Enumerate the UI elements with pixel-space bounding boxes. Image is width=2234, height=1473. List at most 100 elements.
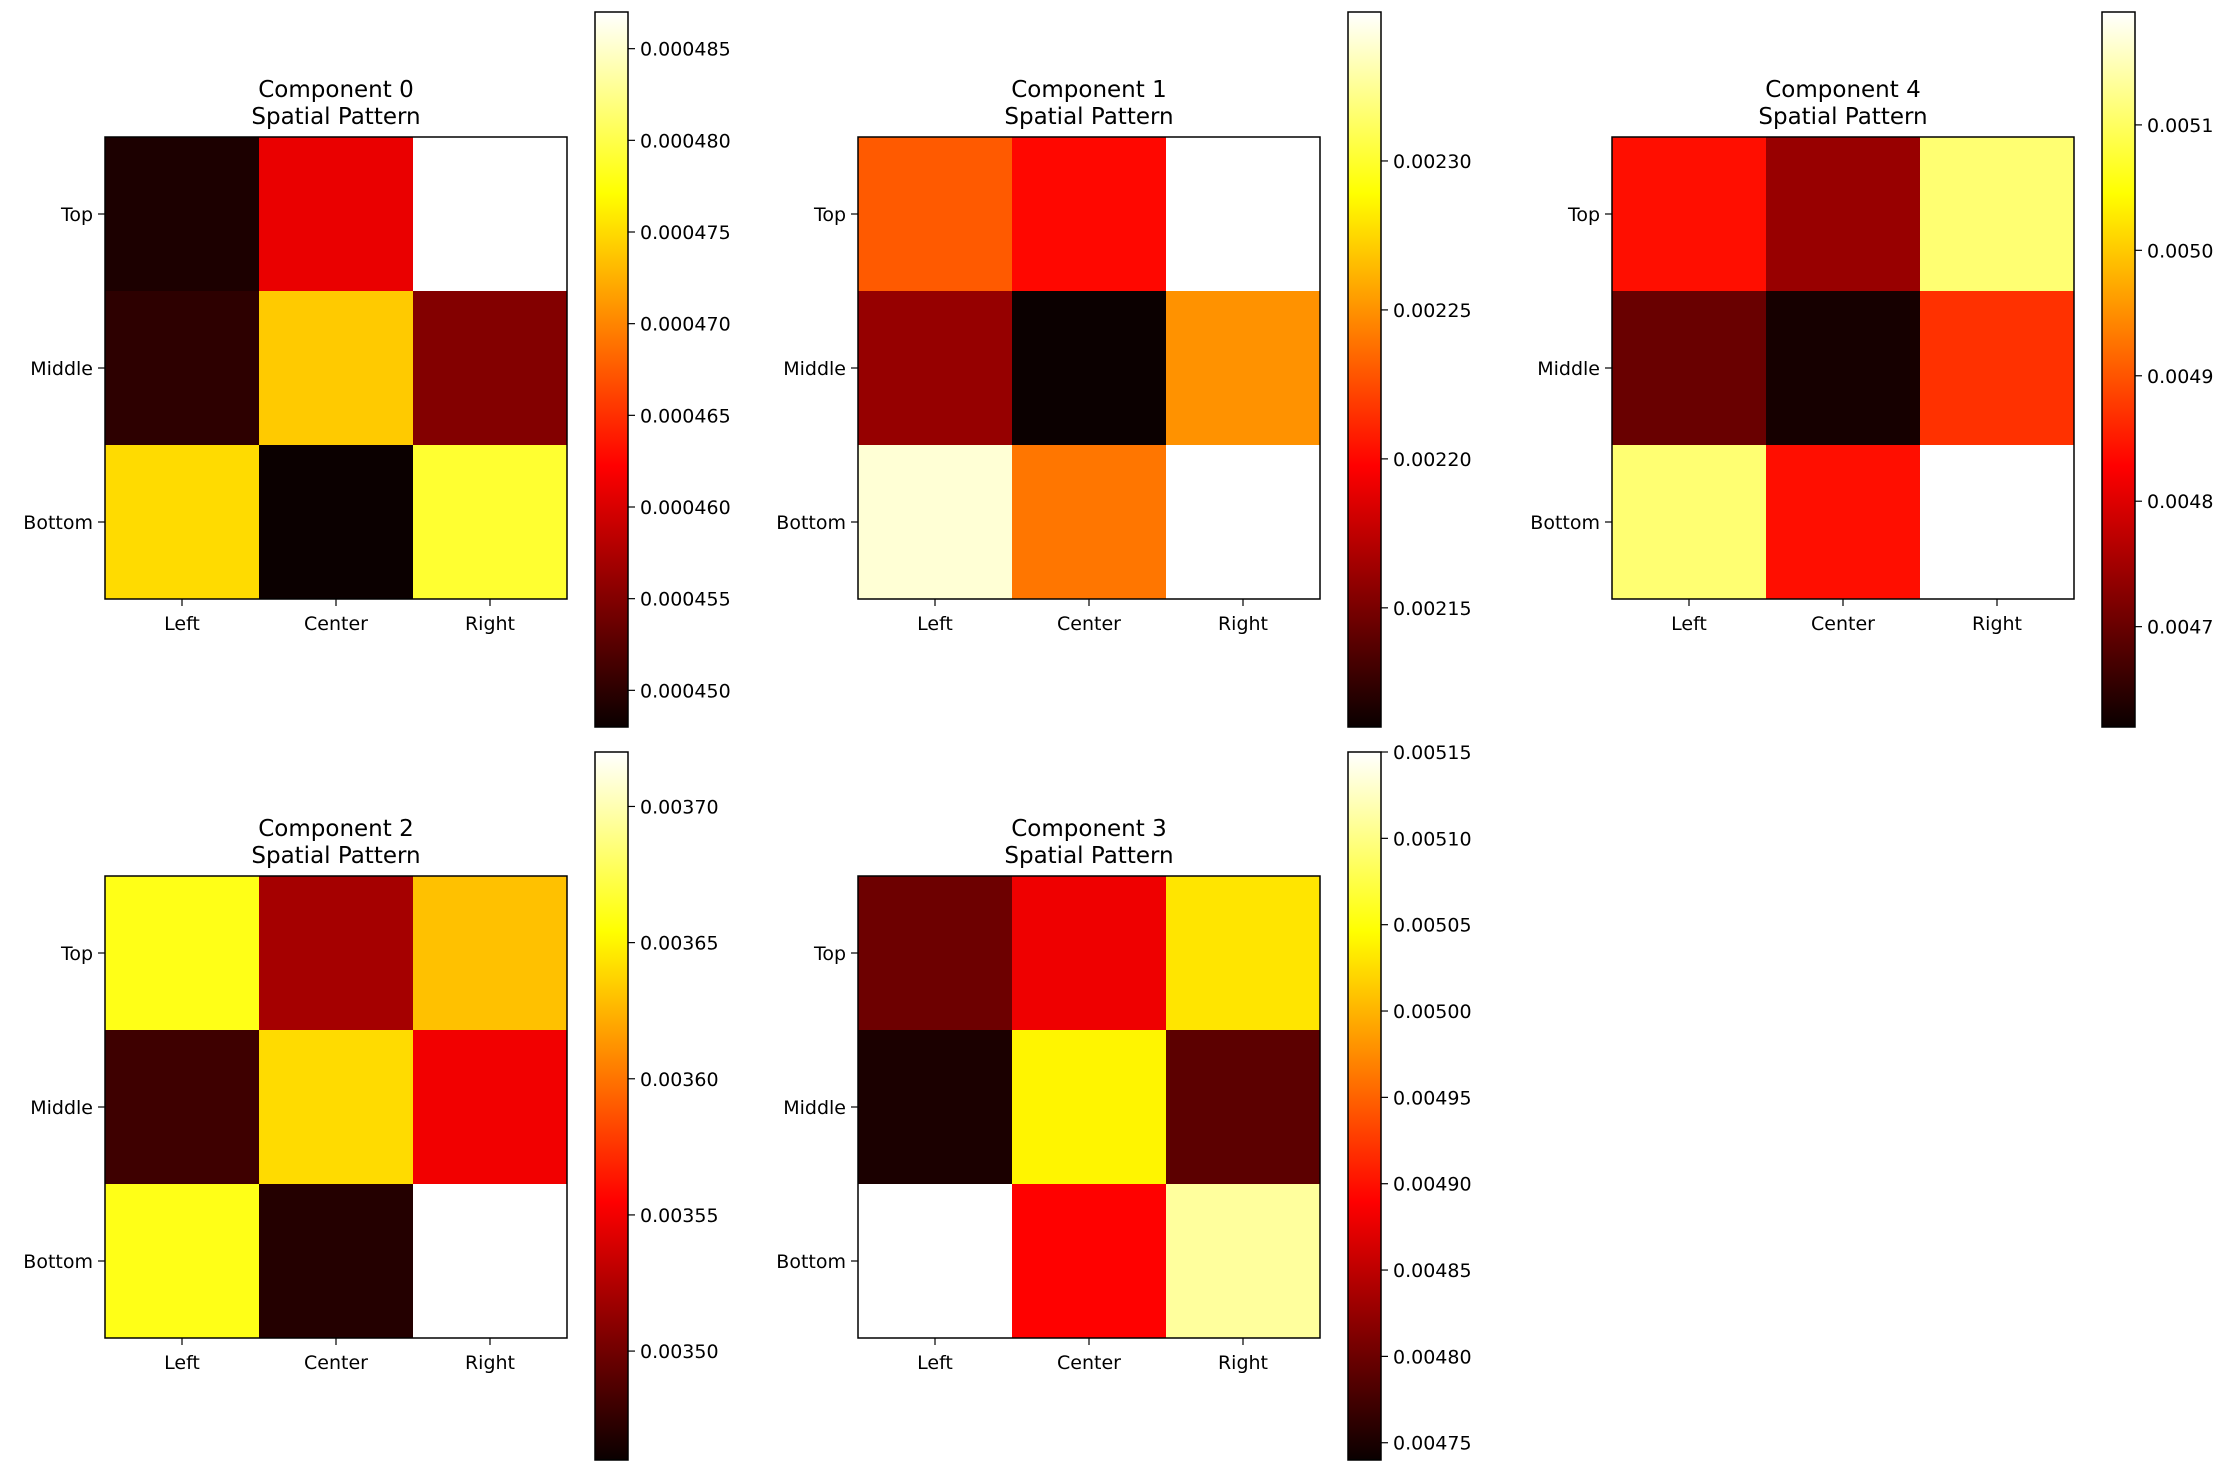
heatmap-cell [1920, 291, 2075, 446]
y-tick-label: Middle [30, 358, 93, 380]
heatmap-cell [1012, 876, 1167, 1031]
x-tick-label: Left [1671, 613, 1707, 635]
heatmap-cell [259, 876, 414, 1031]
colorbar-tick-label: 0.000455 [640, 589, 731, 611]
colorbar-tick-label: 0.0049 [2147, 366, 2213, 388]
y-tick-label: Top [813, 943, 846, 965]
colorbar-tick-label: 0.00350 [640, 1341, 719, 1363]
colorbar [2101, 11, 2136, 728]
colorbar-tick-label: 0.0050 [2147, 240, 2213, 262]
heatmap-cell [105, 291, 260, 446]
colorbar-tick-label: 0.000475 [640, 222, 731, 244]
panel-title: Component 4 [1765, 77, 1920, 103]
panel-title: Spatial Pattern [251, 843, 420, 869]
colorbar [594, 11, 629, 728]
colorbar-tick-label: 0.00355 [640, 1205, 719, 1227]
colorbar-tick-label: 0.00480 [1393, 1346, 1472, 1368]
colorbar-tick-label: 0.00495 [1393, 1087, 1472, 1109]
heatmap-cell [1766, 137, 1921, 292]
x-tick-label: Right [465, 1352, 515, 1374]
colorbar-tick-label: 0.000485 [640, 39, 731, 61]
y-tick-label: Top [813, 204, 846, 226]
heatmap-cell [1012, 1030, 1167, 1185]
heatmap-cell [1012, 291, 1167, 446]
colorbar-tick-label: 0.00220 [1393, 449, 1472, 471]
heatmap-cell [1612, 291, 1767, 446]
y-tick-label: Middle [783, 1097, 846, 1119]
heatmap-cell [858, 876, 1013, 1031]
colorbar-tick-label: 0.00370 [640, 796, 719, 818]
y-tick-label: Bottom [1530, 512, 1600, 534]
heatmap-cell [1166, 876, 1321, 1031]
colorbar-tick-label: 0.00490 [1393, 1174, 1472, 1196]
y-tick-label: Top [60, 943, 93, 965]
colorbar [1347, 11, 1382, 728]
x-tick-label: Center [304, 1352, 368, 1374]
panel-title: Component 2 [258, 816, 413, 842]
colorbar [1347, 751, 1382, 1461]
x-tick-label: Left [917, 1352, 953, 1374]
heatmap-cell [858, 137, 1013, 292]
y-tick-label: Middle [30, 1097, 93, 1119]
colorbar-tick-label: 0.000460 [640, 497, 731, 519]
y-tick-label: Bottom [776, 512, 846, 534]
heatmap-cell [858, 1030, 1013, 1185]
heatmap-cell [413, 876, 568, 1031]
heatmap-cell [105, 1030, 260, 1185]
heatmap-cell [413, 137, 568, 292]
heatmap-cell [413, 445, 568, 600]
colorbar-tick-label: 0.00485 [1393, 1260, 1472, 1282]
y-tick-label: Bottom [776, 1251, 846, 1273]
heatmap-cell [1012, 137, 1167, 292]
x-tick-label: Right [1218, 613, 1268, 635]
heatmap-cell [1920, 137, 2075, 292]
heatmap-cell [105, 137, 260, 292]
colorbar-tick-label: 0.00230 [1393, 151, 1472, 173]
panel-title: Spatial Pattern [1758, 104, 1927, 130]
heatmap-cell [1612, 137, 1767, 292]
heatmap-cell [858, 1184, 1013, 1339]
heatmap-cell [1012, 445, 1167, 600]
heatmap-cell [1166, 1030, 1321, 1185]
heatmap-cell [1766, 445, 1921, 600]
x-tick-label: Center [1811, 613, 1875, 635]
colorbar-tick-label: 0.00510 [1393, 828, 1472, 850]
x-tick-label: Right [1972, 613, 2022, 635]
heatmap-cell [1012, 1184, 1167, 1339]
panel-title: Component 1 [1011, 77, 1166, 103]
colorbar-tick-label: 0.000465 [640, 405, 731, 427]
heatmap-cell [1166, 445, 1321, 600]
heatmap-cell [1166, 137, 1321, 292]
heatmap-cell [413, 1030, 568, 1185]
heatmap-cell [105, 1184, 260, 1339]
colorbar [594, 751, 629, 1461]
x-tick-label: Center [1057, 1352, 1121, 1374]
colorbar-tick-label: 0.00515 [1393, 742, 1472, 764]
colorbar-tick-label: 0.00215 [1393, 598, 1472, 620]
heatmap-cell [259, 137, 414, 292]
panel-title: Spatial Pattern [1004, 104, 1173, 130]
x-tick-label: Right [1218, 1352, 1268, 1374]
x-tick-label: Center [1057, 613, 1121, 635]
heatmap-cell [259, 1030, 414, 1185]
x-tick-label: Left [164, 1352, 200, 1374]
colorbar-tick-label: 0.000470 [640, 314, 731, 336]
heatmap-cell [413, 291, 568, 446]
colorbar-tick-label: 0.000480 [640, 130, 731, 152]
panel-title: Component 0 [258, 77, 413, 103]
heatmap-cell [105, 876, 260, 1031]
heatmap-cell [1166, 291, 1321, 446]
heatmap-cell [1920, 445, 2075, 600]
heatmap-cell [858, 445, 1013, 600]
panel-title: Component 3 [1011, 816, 1166, 842]
colorbar-tick-label: 0.00360 [640, 1069, 719, 1091]
colorbar-tick-label: 0.0047 [2147, 617, 2213, 639]
y-tick-label: Middle [783, 358, 846, 380]
x-tick-label: Left [917, 613, 953, 635]
colorbar-tick-label: 0.00505 [1393, 915, 1472, 937]
